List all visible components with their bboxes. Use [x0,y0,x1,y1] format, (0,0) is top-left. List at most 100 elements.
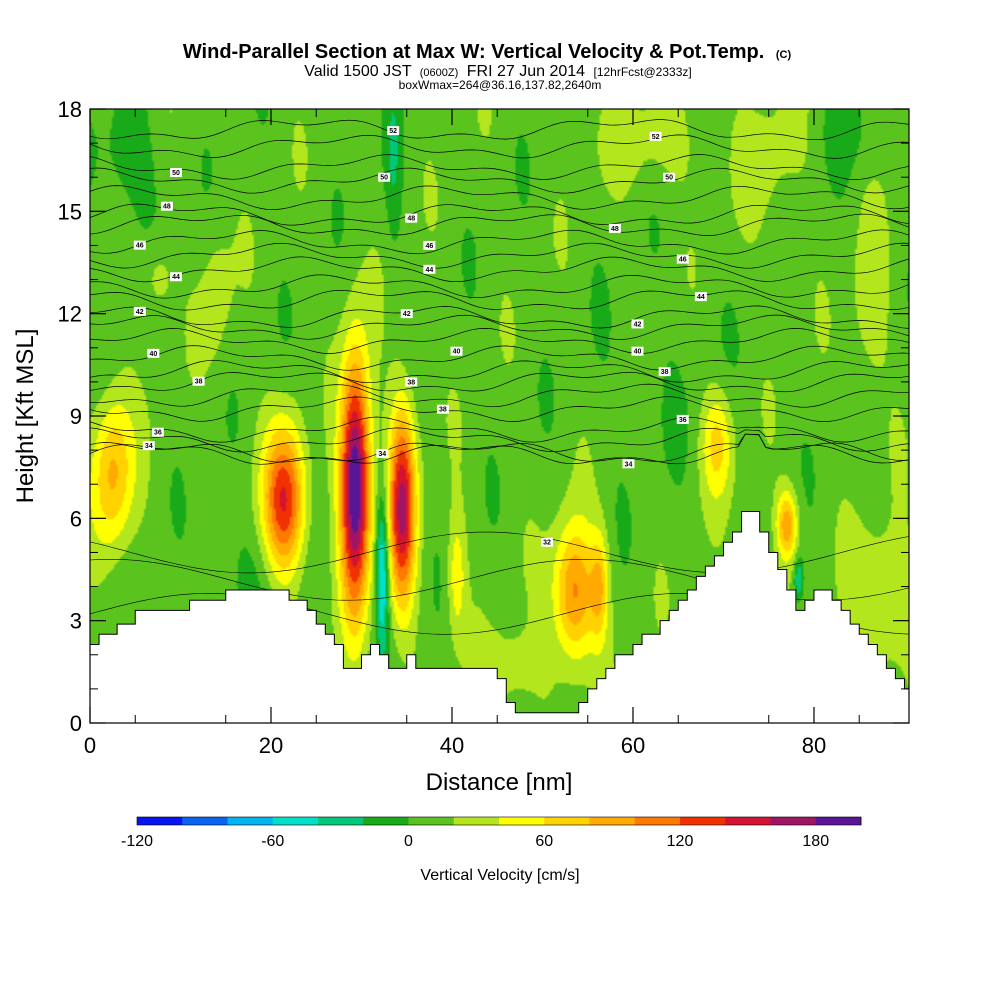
colorbar-tick-label: 120 [667,833,694,850]
svg-text:52: 52 [389,128,397,135]
isentrope-label: 38 [192,376,205,386]
svg-text:36: 36 [154,430,162,437]
svg-text:42: 42 [136,309,144,316]
isentrope-line [90,427,909,453]
svg-text:44: 44 [697,294,705,301]
x-tick-label: 40 [440,733,464,758]
isentrope-line [90,242,909,269]
y-tick-label: 15 [58,199,82,224]
x-tick-label: 80 [802,733,826,758]
subtitle-utc-time: (0600Z) [420,67,459,79]
isentrope-label: 36 [676,414,689,424]
isentrope-line [90,371,909,393]
colorbar-swatch [725,817,771,825]
isentrope-line [90,213,909,236]
x-axis-label: Distance [nm] [426,769,573,796]
colorbar-swatch [634,817,681,825]
isentrope-label: 52 [649,131,662,141]
isentrope-label: 38 [405,377,418,387]
isentrope-label: 36 [151,427,164,437]
isentrope-line [90,305,909,329]
isentrope-label: 32 [541,537,554,547]
colorbar-swatch [363,817,409,825]
colorbar-swatch [453,817,500,825]
isentrope-line [90,154,909,180]
svg-text:48: 48 [611,226,619,233]
colorbar-swatch [408,817,455,825]
isentrope-label: 44 [423,264,436,274]
chart-subtitle: Valid 1500 JST (0600Z) FRI 27 Jun 2014 [… [304,63,691,80]
svg-text:38: 38 [195,379,203,386]
isentrope-label: 46 [133,240,146,250]
isentrope-line [90,314,909,340]
colorbar-tick-label: 0 [404,833,413,850]
subtitle-valid-time: Valid 1500 JST [304,63,412,80]
isentrope-label: 38 [436,404,449,414]
svg-text:34: 34 [145,443,153,450]
isentrope-label: 40 [631,346,644,356]
colorbar: -120 -60 0 60 120 180 [121,816,862,850]
chart-title-group: Wind-Parallel Section at Max W: Vertical… [183,41,792,92]
y-tick-label: 3 [70,609,82,634]
isentrope-line [90,274,909,299]
colorbar-tick-label: 180 [802,833,829,850]
x-tick-label: 60 [621,733,645,758]
svg-text:34: 34 [625,461,633,468]
svg-text:32: 32 [543,540,551,547]
colorbar-swatch [589,817,636,825]
svg-text:50: 50 [172,170,180,177]
isentrope-line [90,256,909,283]
subtitle-forecast: [12hrFcst@2333z] [593,65,691,79]
x-axis: 0 20 40 60 80 [84,109,860,758]
isentrope-label: 42 [631,319,644,329]
colorbar-swatch [499,817,545,825]
isentrope-line [90,396,909,422]
svg-text:46: 46 [679,257,687,264]
colorbar-swatch [770,817,817,825]
svg-text:38: 38 [407,379,415,386]
isentrope-line [90,345,909,371]
isentrope-line [90,185,909,210]
isentrope-label: 34 [376,449,389,459]
svg-text:48: 48 [407,216,415,223]
colorbar-swatch [137,817,183,825]
isentrope-label: 46 [676,254,689,264]
svg-text:44: 44 [172,274,180,281]
isentrope-label: 44 [694,292,707,302]
isentrope-label: 42 [400,309,413,319]
isentrope-label: 48 [160,201,173,211]
colorbar-title: Vertical Velocity [cm/s] [420,867,579,884]
svg-text:48: 48 [163,204,171,211]
chart-subtitle-2: boxWmax=264@36.16,137.82,2640m [399,78,602,92]
colorbar-swatch [680,817,726,825]
isentrope-label: 44 [169,272,182,282]
svg-text:44: 44 [425,267,433,274]
svg-text:38: 38 [439,407,447,414]
isentrope-label: 40 [450,346,463,356]
isentrope-label: 34 [142,441,155,451]
isentrope-line [90,416,909,443]
isentrope-line [90,289,909,311]
isentrope-label: 46 [423,240,436,250]
svg-text:36: 36 [679,417,687,424]
svg-text:42: 42 [403,311,411,318]
terrain-profile [89,511,910,724]
svg-text:42: 42 [634,321,642,328]
colorbar-swatch [272,817,319,825]
colorbar-swatch [182,817,228,825]
isentrope-line [90,328,909,354]
y-tick-label: 12 [58,302,82,327]
chart-title-suffix: (C) [776,49,792,61]
svg-text:34: 34 [378,451,386,458]
isentrope-line [90,119,909,141]
chart-title: Wind-Parallel Section at Max W: Vertical… [183,41,792,63]
colorbar-swatch [318,817,364,825]
y-tick-label: 18 [58,97,82,122]
isentrope-line [90,383,909,408]
isentrope-label: 48 [608,223,621,233]
x-tick-label: 20 [259,733,283,758]
